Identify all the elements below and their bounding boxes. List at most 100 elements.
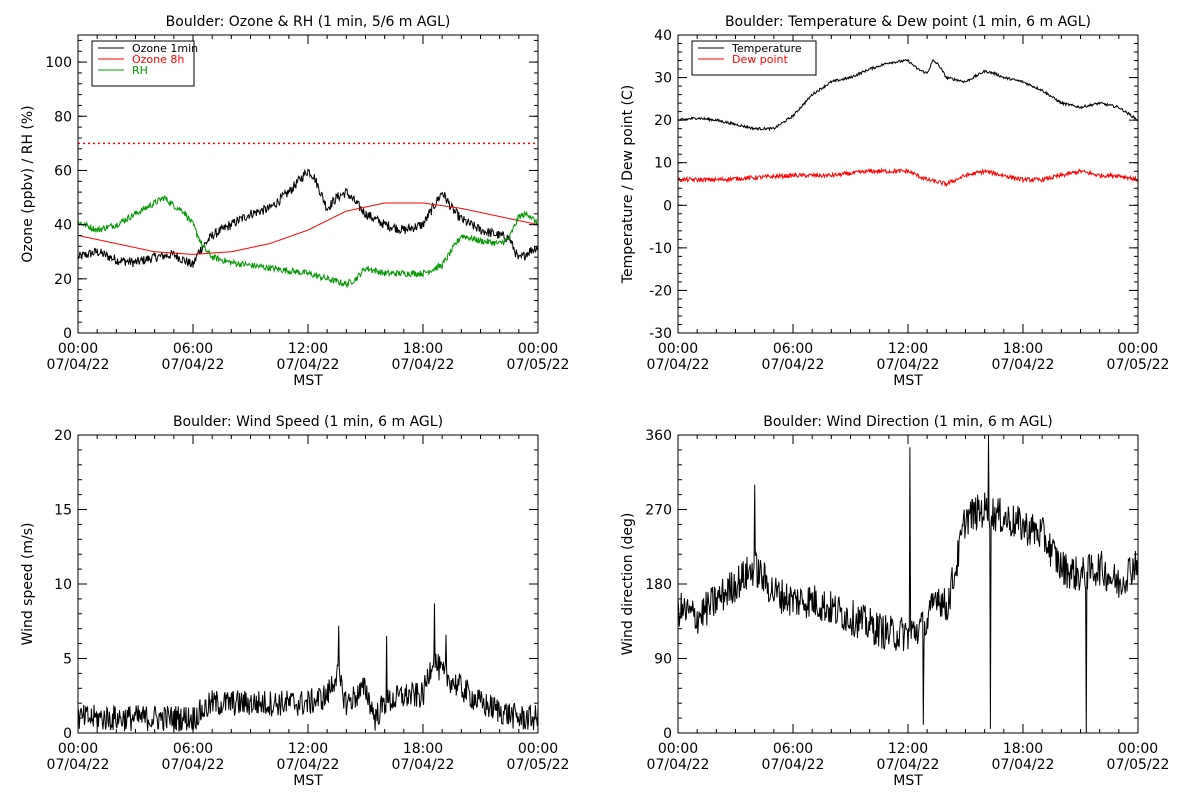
x-tick-date: 07/04/22 (647, 357, 710, 373)
x-tick-date: 07/04/22 (392, 757, 455, 773)
chart-panel-1: Boulder: Ozone & RH (1 min, 5/6 m AGL) 0 2… (20, 14, 569, 389)
y-tick-label: 180 (645, 577, 672, 593)
y-tick-label: 20 (654, 113, 672, 129)
x-tick-date: 07/04/22 (647, 757, 710, 773)
y-tick-label: 0 (63, 726, 72, 742)
x-tick-time: 00:00 (518, 341, 558, 357)
chart-title: Boulder: Ozone & RH (1 min, 5/6 m AGL) (166, 14, 451, 30)
y-tick-label: 0 (63, 326, 72, 342)
series-line-temperature (678, 58, 1138, 132)
y-tick-label: 10 (54, 577, 72, 593)
y-axis-label: Temperature / Dew point (C) (620, 85, 636, 284)
x-tick-date: 07/04/22 (277, 357, 340, 373)
x-tick-date: 07/04/22 (762, 357, 825, 373)
legend-label: Temperature (731, 42, 802, 55)
plot-area (78, 603, 538, 732)
x-tick-time: 18:00 (1003, 341, 1043, 357)
x-tick-date: 07/04/22 (392, 357, 455, 373)
y-tick-label: 40 (54, 218, 72, 234)
y-tick-label: 80 (54, 109, 72, 125)
x-tick-date: 07/04/22 (47, 757, 110, 773)
chart-title: Boulder: Wind Speed (1 min, 6 m AGL) (173, 414, 443, 430)
y-tick-label: 20 (54, 428, 72, 444)
y-tick-label: 100 (45, 55, 72, 71)
y-tick-label: -20 (649, 283, 672, 299)
x-tick-time: 00:00 (658, 741, 698, 757)
legend-label: Dew point (732, 53, 788, 66)
series-line-wind-speed (78, 603, 538, 732)
y-tick-label: 90 (654, 652, 672, 668)
y-tick-label: -30 (649, 326, 672, 342)
y-tick-label: 40 (654, 28, 672, 44)
x-axis-label: MST (893, 373, 923, 389)
x-tick-date: 07/04/22 (877, 757, 940, 773)
series-line-ozone-8h (78, 202, 538, 255)
x-tick-time: 18:00 (1003, 741, 1043, 757)
y-tick-label: 60 (54, 163, 72, 179)
x-tick-date: 07/04/22 (762, 757, 825, 773)
x-axis-label: MST (893, 773, 923, 789)
series-line-rh (78, 195, 538, 289)
legend-label: Ozone 1min (132, 42, 198, 55)
x-tick-date: 07/05/22 (507, 757, 570, 773)
plot-frame (677, 34, 1139, 334)
legend-label: RH (132, 64, 148, 77)
legend-box (691, 40, 817, 76)
x-tick-time: 00:00 (1118, 741, 1158, 757)
series-line-dew-point (678, 167, 1138, 188)
x-tick-time: 12:00 (288, 741, 328, 757)
y-tick-label: 0 (663, 198, 672, 214)
y-tick-label: -10 (649, 241, 672, 257)
x-tick-time: 00:00 (658, 341, 698, 357)
x-tick-date: 07/05/22 (1107, 757, 1170, 773)
x-tick-date: 07/05/22 (507, 357, 570, 373)
y-axis-label: Wind speed (m/s) (20, 523, 36, 646)
x-tick-date: 07/04/22 (277, 757, 340, 773)
x-tick-time: 06:00 (773, 341, 813, 357)
x-axis-label: MST (293, 773, 323, 789)
x-tick-time: 06:00 (173, 341, 213, 357)
x-axis-label: MST (293, 373, 323, 389)
x-tick-time: 00:00 (58, 741, 98, 757)
chart-title: Boulder: Temperature & Dew point (1 min,… (725, 14, 1091, 30)
chart-panel-3: Boulder: Wind Speed (1 min, 6 m AGL) 0 5 10… (20, 414, 569, 789)
x-tick-time: 06:00 (773, 741, 813, 757)
x-tick-date: 07/05/22 (1107, 357, 1170, 373)
x-tick-date: 07/04/22 (162, 357, 225, 373)
x-tick-time: 00:00 (58, 341, 98, 357)
series-line-wind-direction (678, 435, 1138, 733)
legend-label: Ozone 8h (132, 53, 184, 66)
y-tick-label: 15 (54, 503, 72, 519)
plot-area (78, 142, 538, 289)
chart-title: Boulder: Wind Direction (1 min, 6 m AGL) (763, 414, 1052, 430)
series-line-ozone-1min (78, 168, 538, 268)
y-tick-label: 10 (654, 156, 672, 172)
x-tick-date: 07/04/22 (992, 357, 1055, 373)
x-tick-time: 00:00 (518, 741, 558, 757)
chart-panel-4: Boulder: Wind Direction (1 min, 6 m AGL)… (620, 414, 1169, 789)
x-tick-date: 07/04/22 (877, 357, 940, 373)
plot-area (678, 58, 1138, 188)
x-tick-date: 07/04/22 (992, 757, 1055, 773)
x-tick-time: 18:00 (403, 341, 443, 357)
y-tick-label: 5 (63, 652, 72, 668)
y-axis-label: Wind direction (deg) (620, 513, 636, 656)
x-tick-time: 12:00 (888, 741, 928, 757)
x-tick-time: 06:00 (173, 741, 213, 757)
chart-panel-2: Boulder: Temperature & Dew point (1 min,… (620, 14, 1169, 389)
y-tick-label: 20 (54, 272, 72, 288)
y-axis-label: Ozone (ppbv) / RH (%) (20, 105, 36, 262)
x-tick-time: 12:00 (888, 341, 928, 357)
x-tick-time: 12:00 (288, 341, 328, 357)
x-tick-date: 07/04/22 (162, 757, 225, 773)
y-tick-label: 270 (645, 503, 672, 519)
y-tick-label: 30 (654, 71, 672, 87)
plot-area (678, 435, 1138, 733)
y-tick-label: 0 (663, 726, 672, 742)
x-tick-date: 07/04/22 (47, 357, 110, 373)
x-tick-time: 18:00 (403, 741, 443, 757)
y-tick-label: 360 (645, 428, 672, 444)
